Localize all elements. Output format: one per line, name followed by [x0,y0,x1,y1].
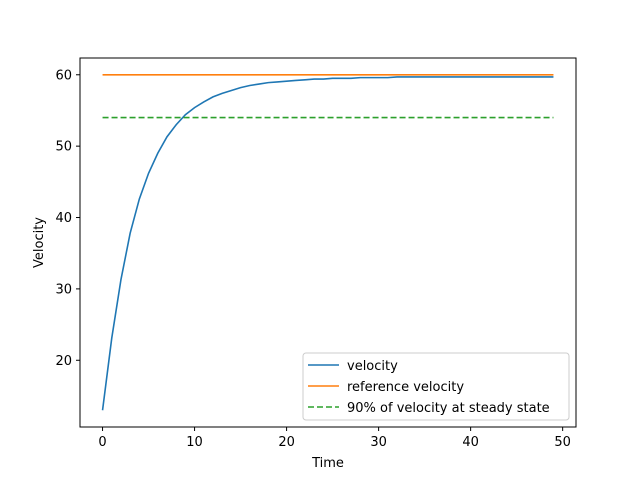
x-axis-ticks: 0 10 20 30 40 50 [98,427,571,450]
legend-label: velocity [347,359,398,374]
y-tick-label: 20 [55,354,72,369]
series-line-1 [101,76,554,411]
y-axis-label: Velocity [32,217,47,268]
legend-label: 90% of velocity at steady state [347,401,550,416]
x-tick-label: 20 [278,435,295,450]
axes-frame [79,57,577,428]
x-tick-label: 40 [462,435,479,450]
legend: velocity reference velocity 90% of velocit… [302,352,570,421]
x-tick-label: 30 [370,435,387,450]
y-tick-label: 40 [55,211,72,226]
y-tick-label: 60 [55,68,72,83]
y-tick-label: 30 [55,282,72,297]
y-axis-ticks: 20 30 40 50 60 [55,68,80,369]
x-tick-label: 10 [186,435,203,450]
legend-label: reference velocity [347,380,464,395]
series-layer [101,73,554,411]
x-axis-label: Time [311,456,344,471]
legend-box [302,352,570,421]
x-tick-label: 50 [554,435,571,450]
y-tick-label: 50 [55,140,72,155]
x-tick-label: 0 [98,435,106,450]
